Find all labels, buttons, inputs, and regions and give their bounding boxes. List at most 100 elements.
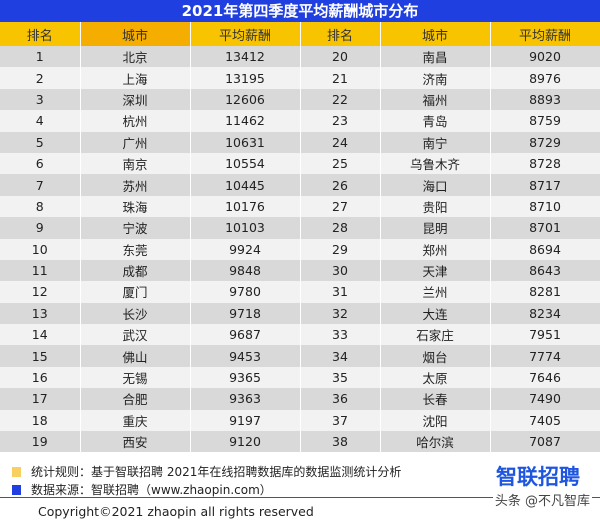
table-cell: 10103 (190, 217, 301, 239)
table-cell: 30 (300, 259, 381, 282)
table-cell: 昆明 (380, 217, 491, 239)
table-row: 5 广州 10631 24 南宁 8729 (0, 131, 600, 153)
table-cell: 海口 (380, 174, 491, 196)
table-cell: 济南 (380, 67, 491, 89)
table-cell: 南京 (80, 152, 191, 175)
table-cell: 8643 (490, 259, 600, 282)
table-cell: 北京 (80, 46, 191, 68)
table-row: 18 重庆 9197 37 沈阳 7405 (0, 409, 600, 432)
table-cell: 无锡 (80, 366, 191, 389)
table-cell: 32 (300, 302, 381, 325)
table-cell: 兰州 (380, 281, 491, 303)
table-cell: 贵阳 (380, 195, 491, 218)
table-row: 10 东莞 9924 29 郑州 8694 (0, 238, 600, 260)
table-cell: 合肥 (80, 388, 191, 410)
table-cell: 东莞 (80, 238, 191, 260)
salary-table: 排名 城市 平均薪酬 排名 城市 平均薪酬 1 北京 13412 20 南昌 9020 2 上海 1319… (0, 22, 600, 453)
footer: 统计规则：基于智联招聘 2021年在线招聘数据库的数据监测统计分析 数据来源：智… (0, 455, 600, 523)
table-cell: 19 (0, 431, 81, 453)
table-cell: 13 (0, 302, 81, 325)
table-cell: 8694 (490, 238, 600, 260)
table-cell: 28 (300, 217, 381, 239)
table-cell: 7774 (490, 345, 600, 367)
copyright: Copyright©2021 zhaopin all rights reserv… (38, 504, 314, 519)
table-cell: 4 (0, 110, 81, 132)
table-row: 1 北京 13412 20 南昌 9020 (0, 46, 600, 68)
table-title: 2021年第四季度平均薪酬城市分布 (0, 0, 600, 22)
table-cell: 西安 (80, 431, 191, 453)
table-cell: 苏州 (80, 174, 191, 196)
table-row: 19 西安 9120 38 哈尔滨 7087 (0, 431, 600, 453)
table-cell: 青岛 (380, 110, 491, 132)
table-cell: 9197 (190, 409, 301, 432)
table-cell: 18 (0, 409, 81, 432)
table-row: 12 厦门 9780 31 兰州 8281 (0, 281, 600, 303)
table-cell: 12606 (190, 88, 301, 111)
table-cell: 9363 (190, 388, 301, 410)
table-cell: 8893 (490, 88, 600, 111)
table-cell: 9848 (190, 259, 301, 282)
table-cell: 15 (0, 345, 81, 367)
table-cell: 福州 (380, 88, 491, 111)
column-header: 平均薪酬 (190, 22, 301, 46)
table-cell: 长沙 (80, 302, 191, 325)
table-cell: 17 (0, 388, 81, 410)
table-cell: 8710 (490, 195, 600, 218)
table-cell: 太原 (380, 366, 491, 389)
table-cell: 7490 (490, 388, 600, 410)
table-row: 14 武汉 9687 33 石家庄 7951 (0, 324, 600, 346)
table-cell: 长春 (380, 388, 491, 410)
table-cell: 9718 (190, 302, 301, 325)
table-row: 6 南京 10554 25 乌鲁木齐 8728 (0, 152, 600, 175)
table-cell: 佛山 (80, 345, 191, 367)
column-header: 排名 (300, 22, 381, 46)
table-cell: 杭州 (80, 110, 191, 132)
table-row: 9 宁波 10103 28 昆明 8701 (0, 217, 600, 239)
table-cell: 10445 (190, 174, 301, 196)
table-cell: 天津 (380, 259, 491, 282)
table-cell: 厦门 (80, 281, 191, 303)
table-cell: 宁波 (80, 217, 191, 239)
table-row: 2 上海 13195 21 济南 8976 (0, 67, 600, 89)
table-cell: 哈尔滨 (380, 431, 491, 453)
column-header: 城市 (80, 22, 191, 46)
table-cell: 35 (300, 366, 381, 389)
table-cell: 21 (300, 67, 381, 89)
table-cell: 14 (0, 324, 81, 346)
table-cell: 13412 (190, 46, 301, 68)
table-cell: 23 (300, 110, 381, 132)
table-cell: 9780 (190, 281, 301, 303)
table-cell: 1 (0, 46, 81, 68)
table-cell: 33 (300, 324, 381, 346)
rule-text: 统计规则：基于智联招聘 2021年在线招聘数据库的数据监测统计分析 (31, 465, 402, 479)
table-cell: 深圳 (80, 88, 191, 111)
table-cell: 7 (0, 174, 81, 196)
table-cell: 11462 (190, 110, 301, 132)
table-cell: 31 (300, 281, 381, 303)
table-cell: 南宁 (380, 131, 491, 153)
table-row: 11 成都 9848 30 天津 8643 (0, 259, 600, 282)
table-row: 7 苏州 10445 26 海口 8717 (0, 174, 600, 196)
watermark: 头条 @不凡智库 (492, 490, 592, 509)
table-cell: 24 (300, 131, 381, 153)
table-cell: 石家庄 (380, 324, 491, 346)
table-row: 17 合肥 9363 36 长春 7490 (0, 388, 600, 410)
table-cell: 8728 (490, 152, 600, 175)
table-cell: 10 (0, 238, 81, 260)
table-cell: 8717 (490, 174, 600, 196)
table-cell: 乌鲁木齐 (380, 152, 491, 175)
table-cell: 7646 (490, 366, 600, 389)
table-cell: 9020 (490, 46, 600, 68)
table-cell: 26 (300, 174, 381, 196)
table-cell: 8281 (490, 281, 600, 303)
table-cell: 36 (300, 388, 381, 410)
table-cell: 5 (0, 131, 81, 153)
table-cell: 22 (300, 88, 381, 111)
table-cell: 9687 (190, 324, 301, 346)
table-cell: 重庆 (80, 409, 191, 432)
table-cell: 9365 (190, 366, 301, 389)
table-cell: 珠海 (80, 195, 191, 218)
blue-square-icon (12, 484, 21, 495)
zhaopin-logo: 智联招聘 (496, 465, 580, 489)
table-row: 15 佛山 9453 34 烟台 7774 (0, 345, 600, 367)
